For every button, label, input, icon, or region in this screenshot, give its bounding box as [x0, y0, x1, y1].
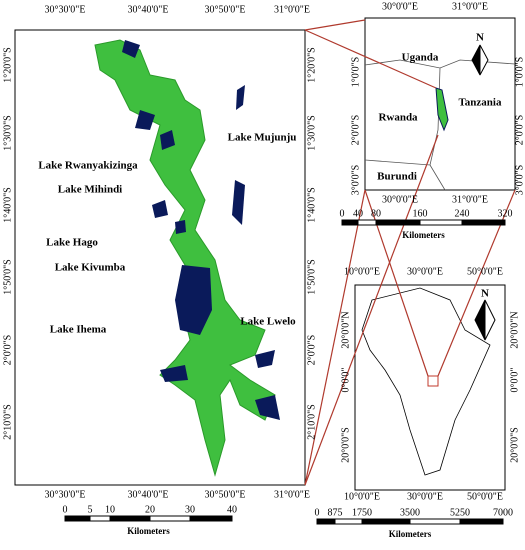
lon-label: 50°0'0"E [467, 266, 503, 277]
scale-tick: 160 [413, 208, 428, 219]
lon-label: 30°0'0"E [407, 266, 443, 277]
scale-tick: 30 [185, 504, 195, 515]
lat-label: 20°0'0"N [340, 311, 351, 348]
country-label: Uganda [402, 52, 439, 64]
scale-segment [419, 219, 463, 226]
scale-tick: 40 [353, 208, 363, 219]
lat-label: 1°40'0"S [2, 187, 13, 222]
lakes [122, 40, 280, 420]
lat-label: 20°0'0"S [509, 427, 520, 462]
lat-label: 1°30'0"S [2, 115, 13, 150]
scale-tick: 3500 [400, 507, 420, 518]
scale-tick: 0 [315, 507, 320, 518]
scale-segment [409, 518, 461, 525]
lat-label: 20°0'0"S [340, 427, 351, 462]
scale-tick: 0 [63, 504, 68, 515]
lat-label: 0°0'0" [509, 368, 520, 393]
scale-unit: Kilometers [402, 230, 445, 240]
lat-label: 2°10'0"S [306, 404, 317, 439]
lon-label: 30°0'0"E [382, 1, 418, 12]
lon-label: 31°0'0"E [452, 194, 488, 205]
lat-label: 0°0'0" [340, 368, 351, 393]
scale-segment [375, 219, 421, 226]
lat-label: 1°50'0"S [2, 259, 13, 294]
scale-tick: 240 [455, 208, 470, 219]
scale-segment [334, 518, 363, 525]
scale-tick: 5250 [450, 507, 470, 518]
scale-segment [361, 518, 411, 525]
lat-label: 1°40'0"S [306, 187, 317, 222]
lake-label: Lake Ihema [50, 324, 107, 336]
north-label: N [476, 32, 484, 44]
study-box [427, 375, 439, 387]
lon-label: 30°0'0"E [382, 194, 418, 205]
lon-label: 30°50'0"E [205, 489, 246, 500]
lon-label: 30°30'0"E [45, 489, 86, 500]
lake-label: Lake Rwanyakizinga [38, 160, 138, 172]
lat-label: 1°0'0"S [514, 57, 525, 87]
lat-label: 2°0'0"S [350, 115, 361, 145]
scale-segment [109, 515, 151, 522]
scale-segment [461, 219, 506, 226]
scale-tick: 80 [371, 208, 381, 219]
scale-tick: 40 [227, 504, 237, 515]
scale-segment [149, 515, 191, 522]
lat-label: 3°0'0"S [514, 165, 525, 195]
lat-label: 20°0'0"N [509, 311, 520, 348]
lon-label: 31°0'0"E [274, 489, 310, 500]
lon-label: 30°50'0"E [205, 4, 246, 15]
lat-label: 1°20'0"S [306, 47, 317, 82]
north-arrows [471, 44, 496, 341]
lat-label: 2°0'0"S [306, 335, 317, 365]
lat-label: 1°30'0"S [306, 115, 317, 150]
country-label: Burundi [377, 171, 417, 183]
scale-unit: Kilometers [127, 526, 170, 536]
lon-label: 30°40'0"E [128, 489, 169, 500]
scale-segment [459, 518, 504, 525]
lon-label: 10°0'0"E [344, 266, 380, 277]
country-label: Tanzania [458, 97, 502, 109]
scale-tick: 0 [340, 208, 345, 219]
lake-label: Lake Mihindi [58, 184, 123, 196]
lat-label: 2°0'0"S [514, 115, 525, 145]
lat-label: 1°50'0"S [306, 259, 317, 294]
lat-label: 1°20'0"S [2, 47, 13, 82]
scale-unit: Kilometers [389, 529, 432, 539]
lon-label: 31°0'0"E [452, 1, 488, 12]
lake-label: Lake Kivumba [55, 262, 126, 274]
lake-label: Lake Hago [46, 237, 98, 249]
scale-tick: 875 [328, 507, 343, 518]
scale-tick: 7000 [493, 507, 513, 518]
scale-tick: 320 [498, 208, 513, 219]
scale-segment [89, 515, 111, 522]
scale-segment [357, 219, 377, 226]
lat-label: 3°0'0"S [350, 165, 361, 195]
scale-tick: 10 [105, 504, 115, 515]
scale-tick: 20 [145, 504, 155, 515]
lon-label: 31°0'0"E [274, 4, 310, 15]
scale-segment [189, 515, 233, 522]
river-wetland [94, 39, 276, 477]
lat-label: 2°10'0"S [2, 404, 13, 439]
lon-label: 50°0'0"E [467, 491, 503, 502]
africa-outline [361, 287, 491, 476]
country-label: Rwanda [378, 112, 418, 124]
river-small [435, 87, 449, 132]
scale-segment [64, 515, 91, 522]
lon-label: 30°40'0"E [128, 4, 169, 15]
lat-label: 1°0'0"S [350, 57, 361, 87]
lon-label: 30°0'0"E [407, 491, 443, 502]
scale-segment [316, 518, 336, 525]
scale-tick: 5 [88, 504, 93, 515]
north-label: N [481, 288, 489, 300]
lake-label: Lake Lwelo [240, 316, 296, 328]
scale-tick: 1750 [352, 507, 372, 518]
lake-label: Lake Mujunju [228, 132, 297, 144]
lon-label: 30°30'0"E [45, 4, 86, 15]
scale-segment [341, 219, 359, 226]
lon-label: 10°0'0"E [344, 491, 380, 502]
lat-label: 2°0'0"S [2, 335, 13, 365]
